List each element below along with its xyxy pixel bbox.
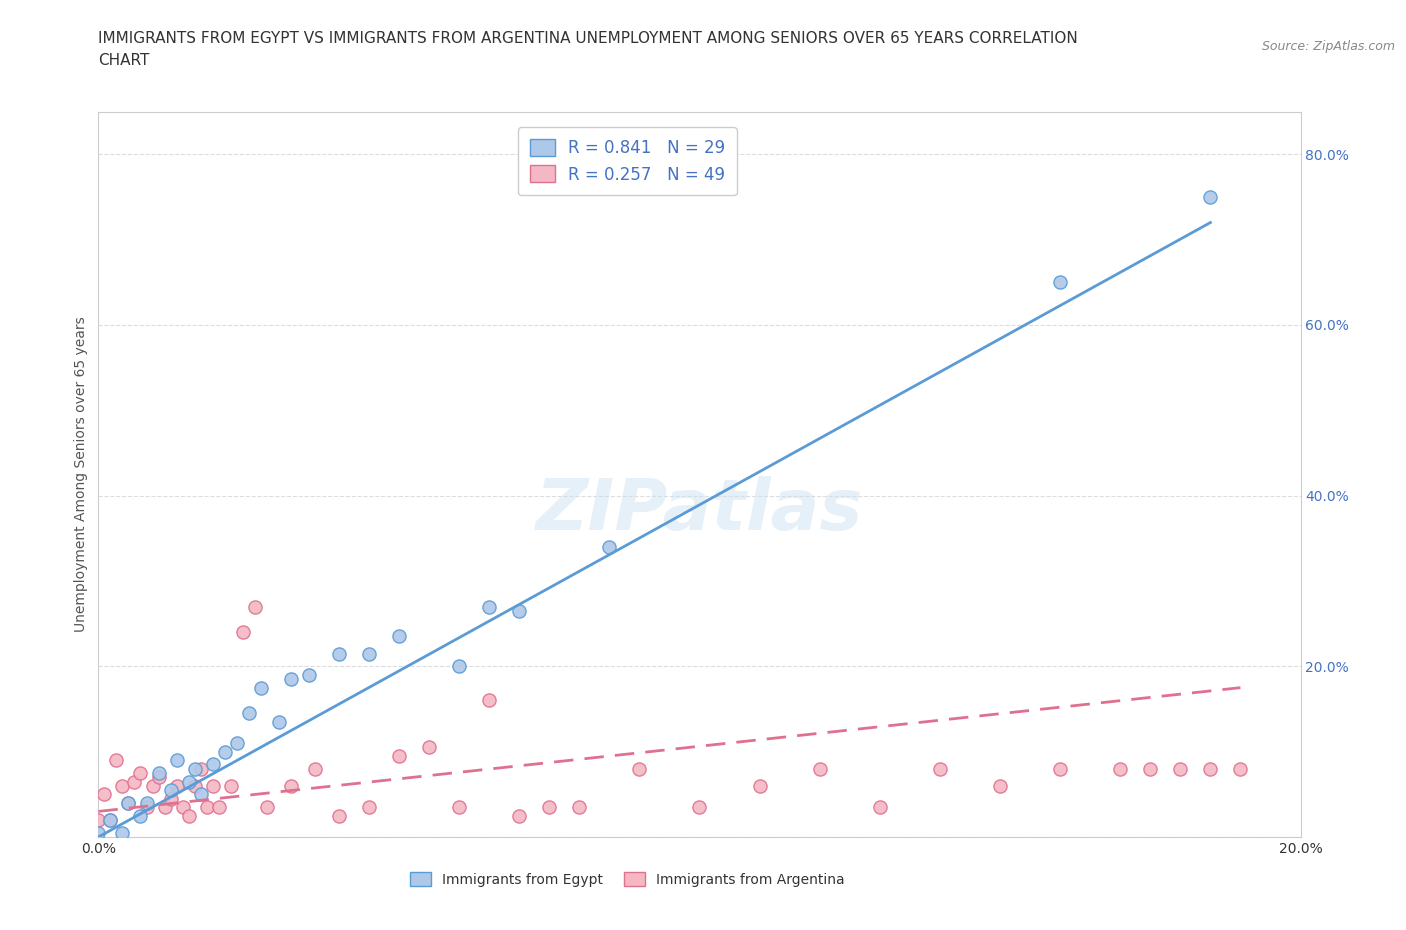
Point [256, 800, 278, 815]
Point [1199, 762, 1222, 777]
Point [447, 658, 470, 673]
Point [1049, 275, 1071, 290]
Point [105, 752, 128, 767]
Point [166, 778, 188, 793]
Point [195, 800, 218, 815]
Point [808, 762, 831, 777]
Point [208, 800, 231, 815]
Point [748, 778, 770, 793]
Point [87, 825, 110, 840]
Legend: Immigrants from Egypt, Immigrants from Argentina: Immigrants from Egypt, Immigrants from A… [402, 864, 853, 896]
Point [538, 800, 561, 815]
Point [388, 749, 411, 764]
Point [124, 774, 146, 789]
Point [93, 787, 115, 802]
Point [929, 762, 952, 777]
Point [153, 800, 176, 815]
Point [357, 646, 380, 661]
Point [280, 778, 302, 793]
Point [357, 800, 380, 815]
Point [201, 757, 224, 772]
Point [1170, 762, 1192, 777]
Point [117, 795, 139, 810]
Point [1109, 762, 1132, 777]
Text: IMMIGRANTS FROM EGYPT VS IMMIGRANTS FROM ARGENTINA UNEMPLOYMENT AMONG SENIORS OV: IMMIGRANTS FROM EGYPT VS IMMIGRANTS FROM… [98, 31, 1078, 46]
Point [1199, 190, 1222, 205]
Point [100, 813, 122, 828]
Point [190, 762, 212, 777]
Point [129, 808, 152, 823]
Point [988, 778, 1011, 793]
Point [148, 765, 170, 780]
Y-axis label: Unemployment Among Seniors over 65 years: Unemployment Among Seniors over 65 years [75, 316, 89, 632]
Point [177, 808, 200, 823]
Point [328, 646, 350, 661]
Point [628, 762, 651, 777]
Point [129, 765, 152, 780]
Point [238, 706, 260, 721]
Point [214, 744, 236, 759]
Point [87, 813, 110, 828]
Point [598, 539, 620, 554]
Point [190, 787, 212, 802]
Point [135, 800, 157, 815]
Text: CHART: CHART [98, 53, 150, 68]
Point [249, 680, 271, 695]
Point [508, 808, 530, 823]
Point [1139, 762, 1161, 777]
Point [568, 800, 591, 815]
Point [111, 825, 134, 840]
Point [166, 752, 188, 767]
Point [328, 808, 350, 823]
Point [418, 740, 440, 755]
Point [177, 774, 200, 789]
Point [1049, 762, 1071, 777]
Text: ZIPatlas: ZIPatlas [536, 476, 863, 545]
Point [201, 778, 224, 793]
Point [243, 599, 266, 614]
Point [388, 629, 411, 644]
Text: Source: ZipAtlas.com: Source: ZipAtlas.com [1261, 40, 1395, 53]
Point [225, 736, 247, 751]
Point [111, 778, 134, 793]
Point [478, 599, 501, 614]
Point [1229, 762, 1251, 777]
Point [172, 800, 194, 815]
Point [183, 762, 205, 777]
Point [478, 693, 501, 708]
Point [117, 795, 139, 810]
Point [298, 668, 321, 683]
Point [447, 800, 470, 815]
Point [135, 795, 157, 810]
Point [183, 778, 205, 793]
Point [159, 791, 181, 806]
Point [508, 604, 530, 618]
Point [159, 783, 181, 798]
Point [267, 714, 290, 729]
Point [232, 625, 254, 640]
Point [148, 770, 170, 785]
Point [280, 671, 302, 686]
Point [869, 800, 891, 815]
Point [304, 762, 326, 777]
Point [219, 778, 242, 793]
Point [689, 800, 711, 815]
Point [100, 813, 122, 828]
Point [141, 778, 163, 793]
